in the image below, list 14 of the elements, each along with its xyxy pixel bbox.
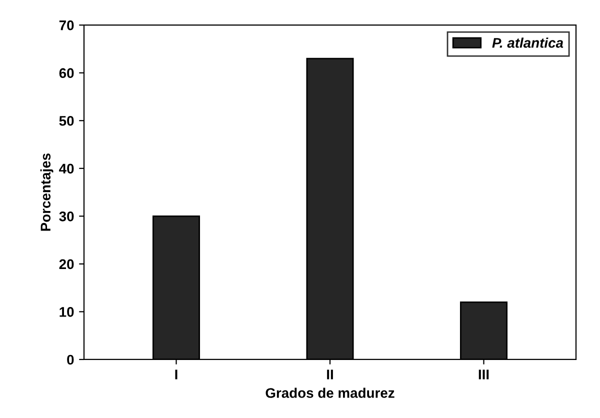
y-tick-label: 10: [60, 307, 74, 317]
y-tick-label: 30: [59, 212, 74, 222]
y-tick-label: 70: [59, 20, 74, 30]
y-tick-label: 0: [67, 354, 74, 365]
x-axis-title: Grados de madurez: [266, 388, 394, 398]
x-tick-label: I: [175, 370, 178, 380]
y-tick-label: 50: [59, 116, 74, 126]
y-tick-label: 40: [59, 164, 74, 174]
legend-label: P. atlantica: [492, 38, 564, 48]
y-axis-title: Porcentajes: [40, 153, 54, 231]
y-tick-label: 20: [59, 259, 74, 270]
x-tick-label: III: [478, 370, 489, 380]
x-tick-label: II: [327, 370, 333, 380]
y-tick-label: 60: [59, 68, 74, 78]
